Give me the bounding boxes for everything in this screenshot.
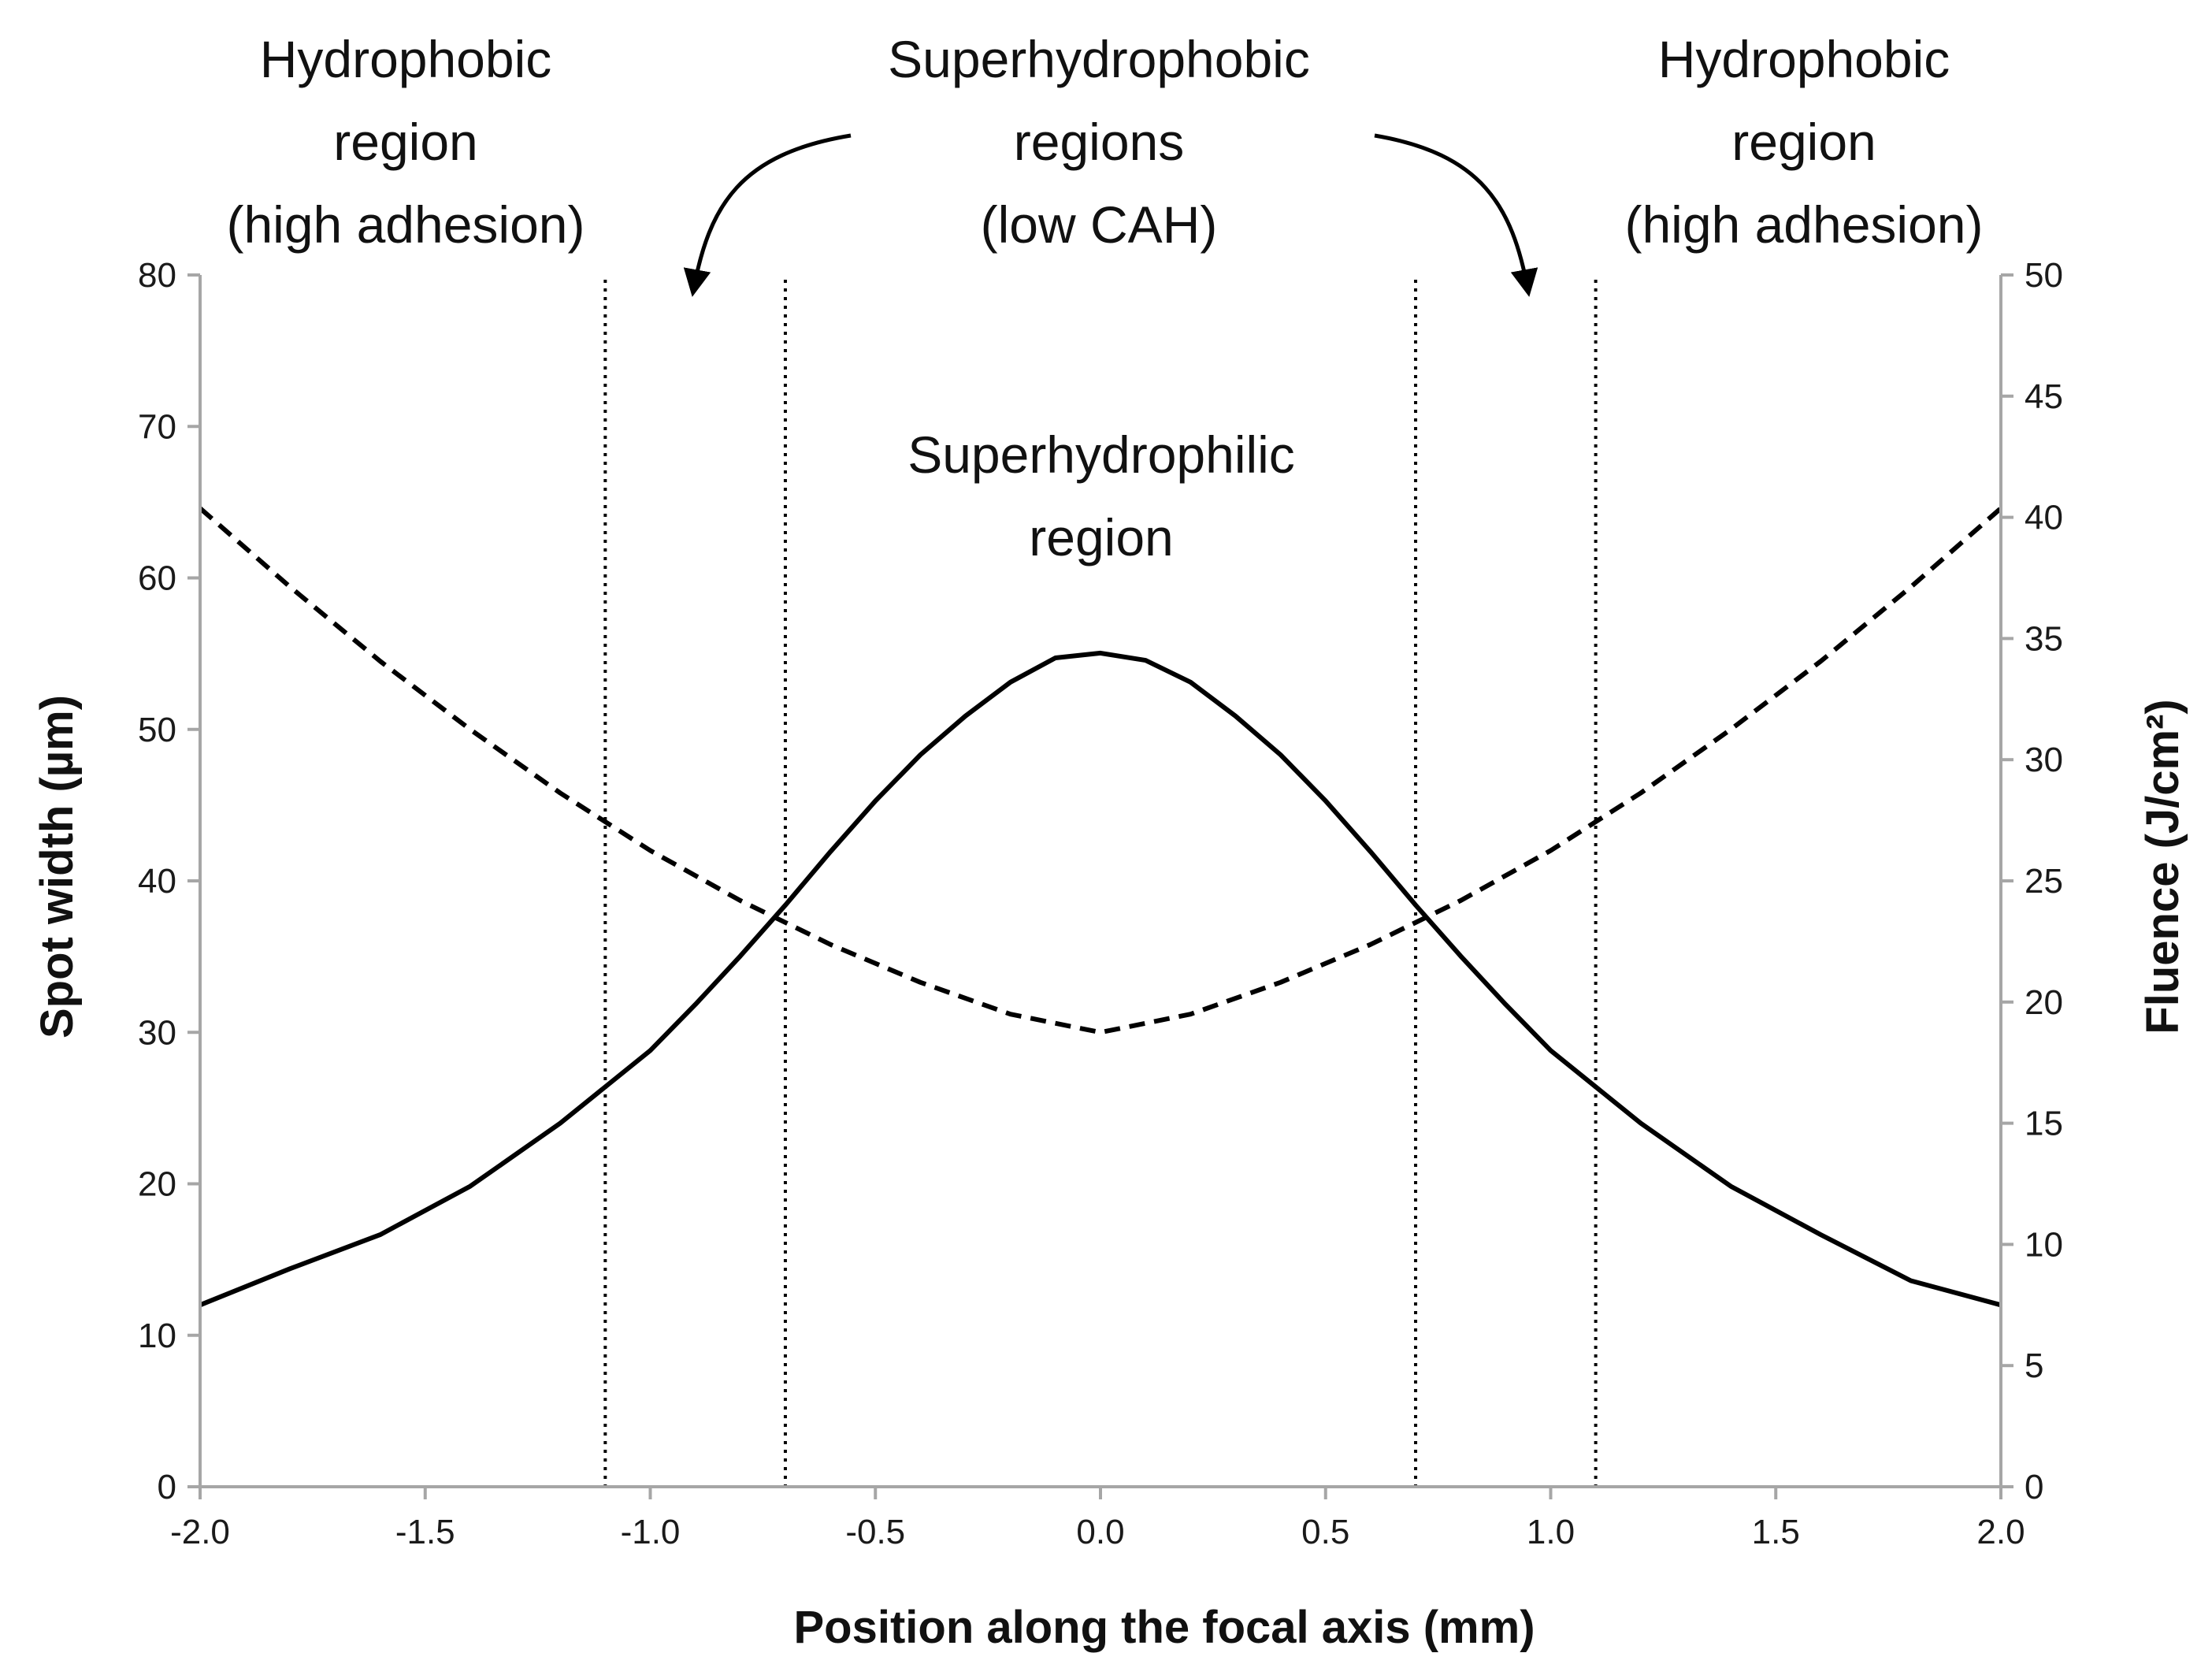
annotation-line: region <box>1029 508 1173 566</box>
annotation-superhydrophilic: Superhydrophilic region <box>907 425 1295 566</box>
x-tick-label: 0.5 <box>1301 1513 1349 1551</box>
x-tick-label: 1.0 <box>1527 1513 1575 1551</box>
annotation-superhydrophobic: Superhydrophobic regions (low CAH) <box>888 30 1310 254</box>
arrow-right <box>1374 133 1538 297</box>
y-right-tick-label: 40 <box>2025 499 2063 537</box>
y-right-tick-label: 25 <box>2025 862 2063 901</box>
x-tick-label: -1.0 <box>621 1513 681 1551</box>
x-tick-label: -2.0 <box>170 1513 230 1551</box>
annotation-line: Hydrophobic <box>260 30 552 88</box>
x-tick-label: 2.0 <box>1976 1513 2025 1551</box>
annotation-hydrophobic-right: Hydrophobic region (high adhesion) <box>1625 30 1984 254</box>
y-left-tick-label: 80 <box>138 256 176 295</box>
annotation-hydrophobic-left: Hydrophobic region (high adhesion) <box>227 30 585 254</box>
annotation-line: Superhydrophilic <box>907 425 1295 484</box>
x-tick-label: 0.0 <box>1076 1513 1124 1551</box>
y-left-tick-label: 70 <box>138 407 176 446</box>
annotation-line: (high adhesion) <box>1625 195 1984 254</box>
y-left-tick-label: 40 <box>138 862 176 901</box>
x-tick-label: 1.5 <box>1752 1513 1800 1551</box>
annotation-line: Superhydrophobic <box>888 30 1310 88</box>
y-left-tick-label: 10 <box>138 1317 176 1355</box>
annotation-line: region <box>1731 113 1876 171</box>
axes <box>187 273 2013 1499</box>
y-axis-left-title: Spot width (µm) <box>32 695 83 1038</box>
y-right-tick-label: 0 <box>2025 1468 2043 1506</box>
y-left-tick-label: 30 <box>138 1013 176 1052</box>
annotation-line: (high adhesion) <box>227 195 585 254</box>
y-right-tick-label: 35 <box>2025 619 2063 658</box>
x-tick-label: -0.5 <box>845 1513 905 1551</box>
y-right-tick-label: 10 <box>2025 1225 2063 1264</box>
y-left-tick-label: 20 <box>138 1165 176 1204</box>
series-line-solid <box>199 650 2002 1308</box>
y-left-tick-label: 50 <box>138 711 176 749</box>
arrow-left <box>683 133 852 297</box>
y-left-tick-label: 60 <box>138 559 176 598</box>
y-right-tick-label: 15 <box>2025 1105 2063 1143</box>
annotation-line: regions <box>1014 113 1184 171</box>
tick-labels: -2.0 -1.5 -1.0 -0.5 0.0 0.5 1.0 1.5 2.0010203040… <box>138 256 2063 1551</box>
annotation-line: Hydrophobic <box>1658 30 1950 88</box>
series-line-dashed <box>199 506 2002 1035</box>
series-layer <box>199 506 2002 1308</box>
annotation-line: region <box>333 113 477 171</box>
y-left-tick-label: 0 <box>158 1468 176 1506</box>
y-right-tick-label: 20 <box>2025 983 2063 1022</box>
y-right-tick-label: 30 <box>2025 741 2063 779</box>
region-boundaries <box>603 280 1598 1487</box>
x-tick-label: -1.5 <box>395 1513 455 1551</box>
y-right-tick-label: 45 <box>2025 377 2063 416</box>
y-right-tick-label: 50 <box>2025 256 2063 295</box>
y-right-tick-label: 5 <box>2025 1347 2043 1385</box>
annotation-arrows <box>683 133 1538 297</box>
y-axis-right-title: Fluence (J/cm²) <box>2137 699 2188 1034</box>
annotation-line: (low CAH) <box>981 195 1218 254</box>
x-axis-title: Position along the focal axis (mm) <box>793 1602 1535 1653</box>
